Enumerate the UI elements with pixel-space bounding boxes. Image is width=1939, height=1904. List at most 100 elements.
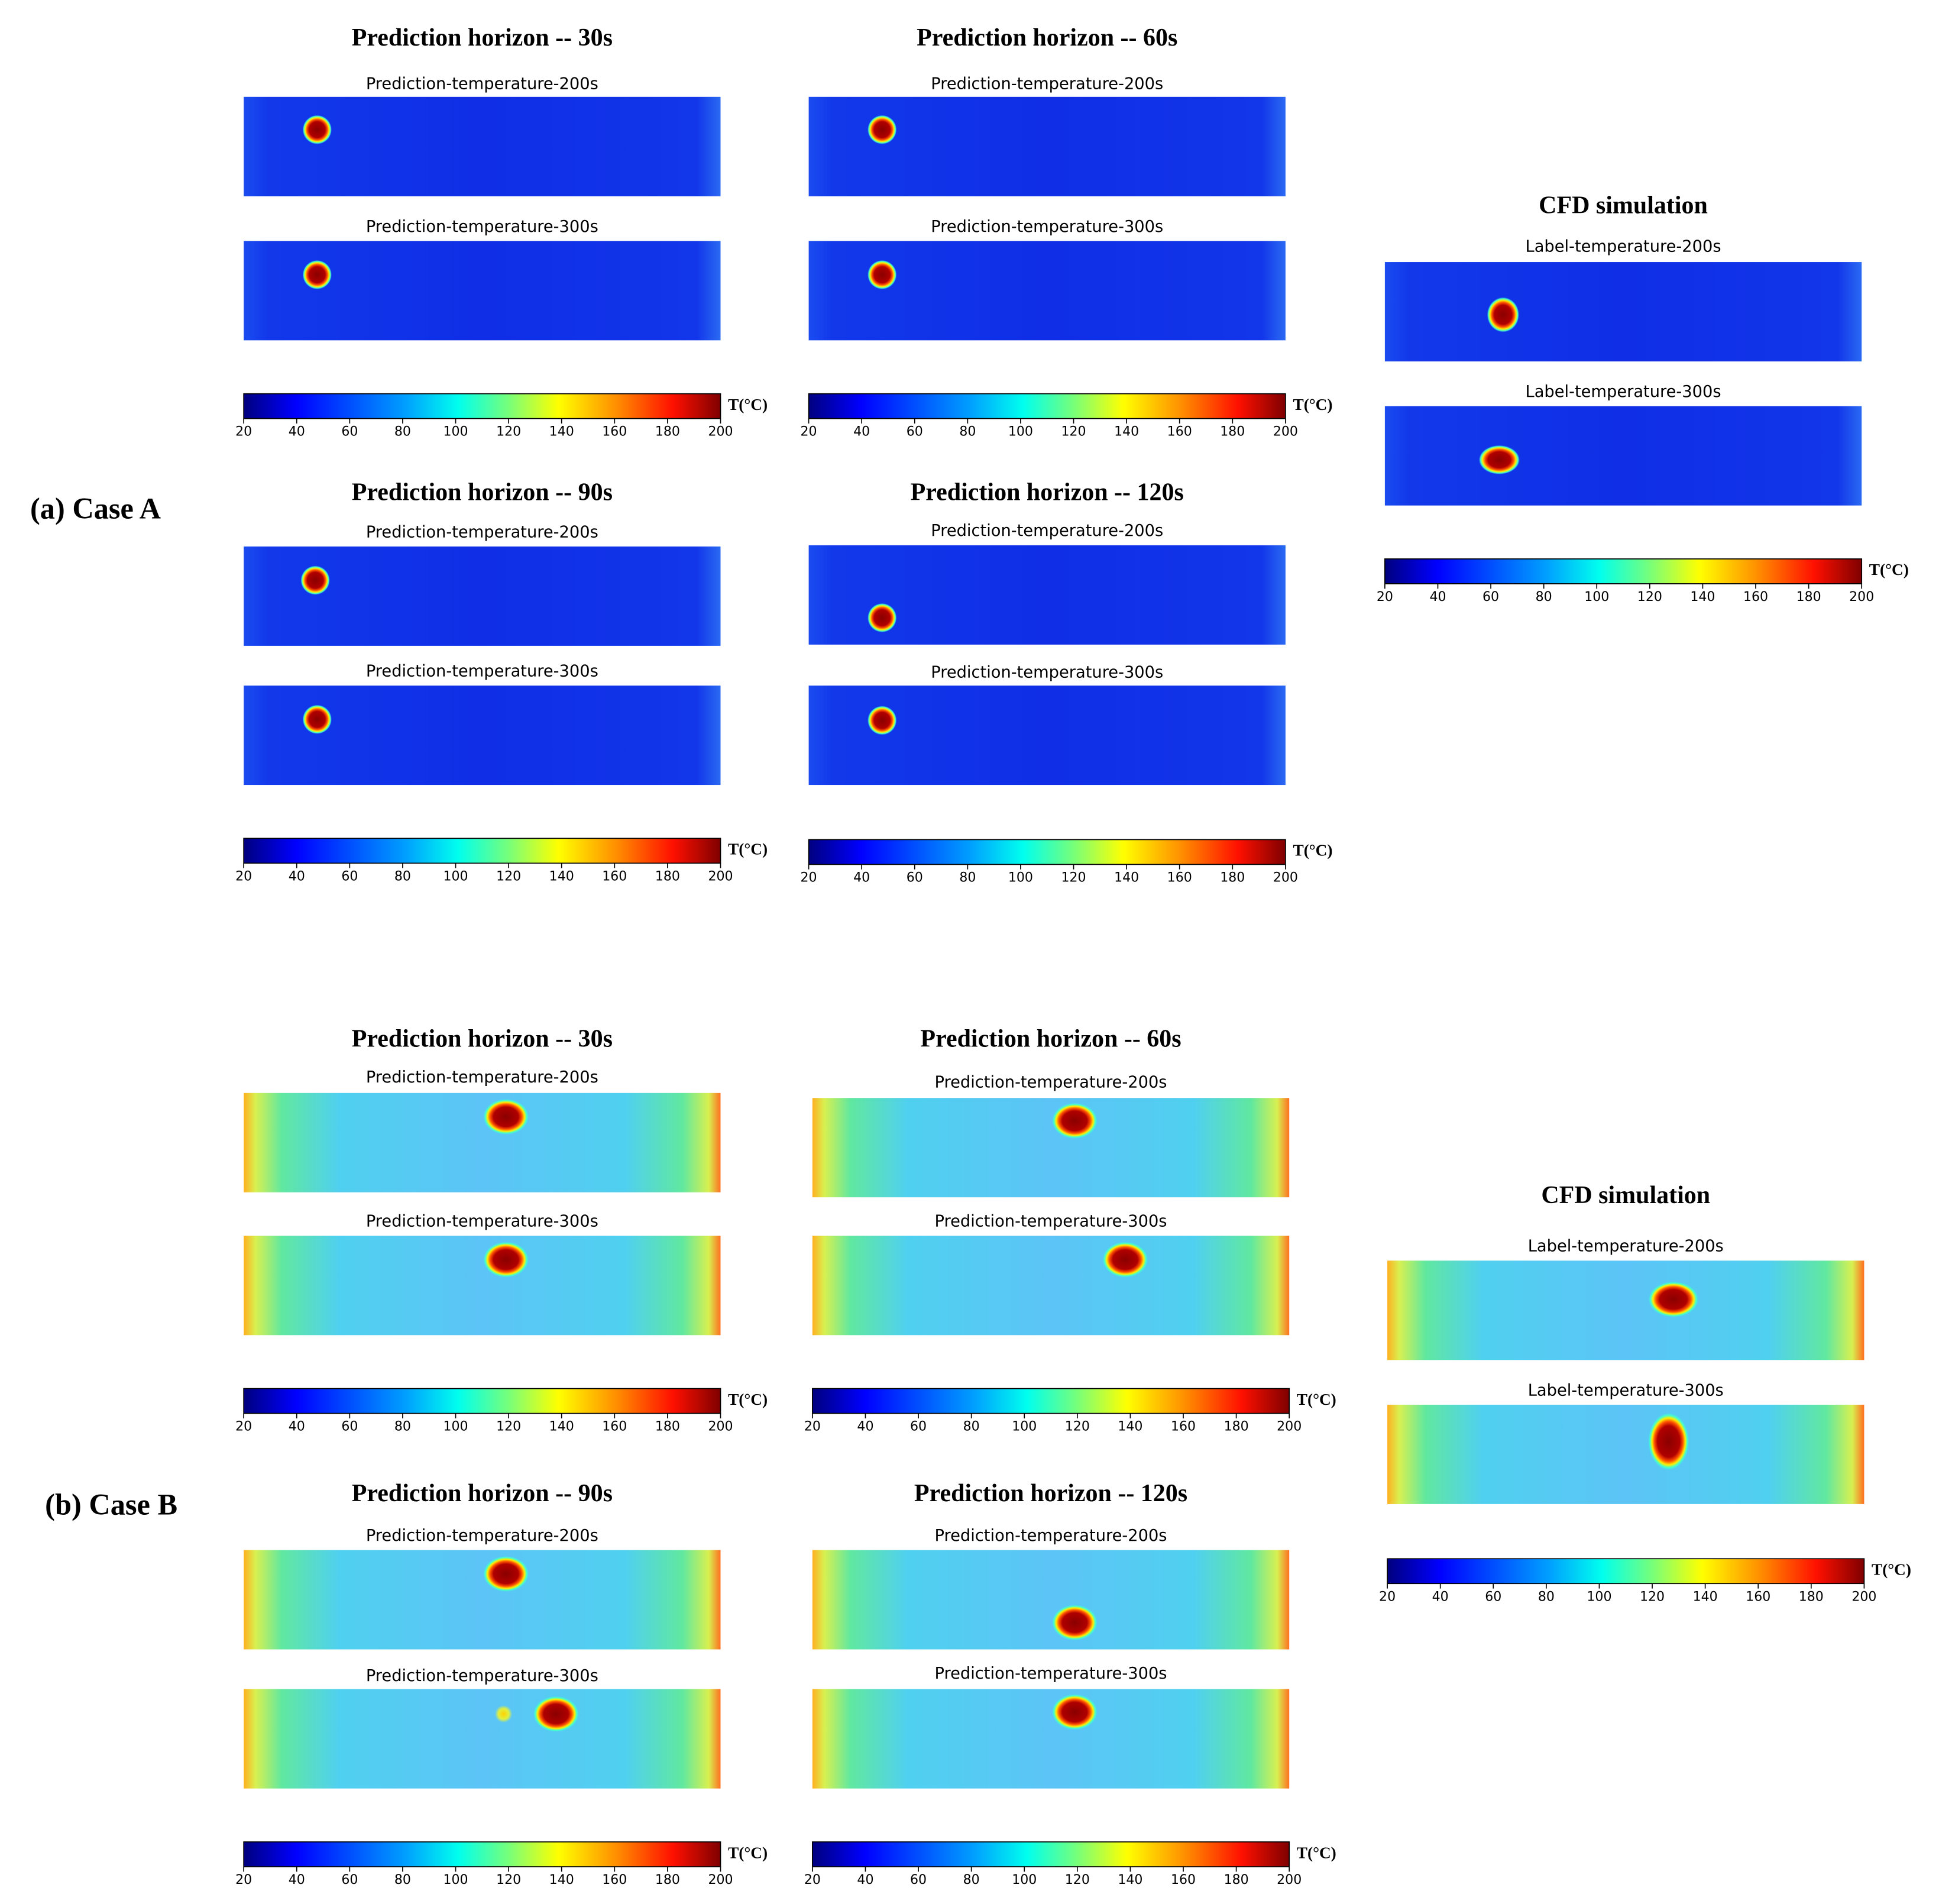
hot-spot xyxy=(533,1696,579,1732)
colorbar-tick-label: 20 xyxy=(1377,590,1393,605)
colorbar-tick-label: 80 xyxy=(963,1873,980,1887)
colorbar-tick-label: 40 xyxy=(853,425,870,439)
case-label: (a) Case A xyxy=(30,492,161,525)
subplot-title: Prediction-temperature-200s xyxy=(931,75,1163,93)
colorbar-tick-label: 100 xyxy=(443,425,468,439)
colorbar-tick-label: 60 xyxy=(910,1420,927,1434)
colorbar-unit: T(°C) xyxy=(728,396,768,413)
panel-title: Prediction horizon -- 30s xyxy=(352,1025,613,1052)
hot-spot xyxy=(483,1556,529,1592)
colorbar-tick-label: 100 xyxy=(1008,425,1033,439)
colorbar xyxy=(1387,1558,1865,1585)
colorbar-tick-label: 40 xyxy=(289,1873,305,1887)
hot-spot xyxy=(1052,1103,1098,1139)
colorbar-tick-label: 60 xyxy=(910,1873,927,1887)
panel-title: Prediction horizon -- 60s xyxy=(917,24,1177,51)
hot-spot xyxy=(867,115,897,144)
colorbar-tick-label: 100 xyxy=(1584,590,1609,605)
hot-spot xyxy=(1487,297,1519,332)
hot-spot xyxy=(1648,1412,1689,1470)
colorbar-tick-label: 140 xyxy=(549,869,574,884)
hot-spot xyxy=(302,115,332,144)
heatmap xyxy=(808,686,1286,785)
colorbar-tick-label: 100 xyxy=(1012,1873,1037,1887)
heatmap xyxy=(812,1689,1290,1789)
hot-spot xyxy=(867,706,897,735)
colorbar-tick-label: 120 xyxy=(1065,1420,1090,1434)
warm-spot xyxy=(494,1705,513,1723)
hot-spot xyxy=(302,260,332,290)
colorbar-tick-label: 20 xyxy=(801,871,817,885)
colorbar-tick-label: 180 xyxy=(1220,871,1245,885)
heatmap xyxy=(244,546,721,646)
panel-title: Prediction horizon -- 120s xyxy=(914,1480,1187,1507)
heatmap xyxy=(244,1689,721,1789)
colorbar-tick-label: 80 xyxy=(394,1873,411,1887)
colorbar-tick-label: 80 xyxy=(1538,1589,1555,1604)
colorbar-tick-label: 160 xyxy=(602,1873,627,1887)
colorbar-tick-label: 120 xyxy=(1637,590,1662,605)
subplot-title: Label-temperature-300s xyxy=(1526,383,1721,401)
colorbar-tick-label: 200 xyxy=(708,869,733,884)
colorbar-tick-label: 60 xyxy=(341,425,358,439)
colorbar xyxy=(812,1841,1290,1867)
colorbar-unit: T(°C) xyxy=(1293,842,1332,859)
colorbar xyxy=(808,839,1286,865)
colorbar-tick-label: 60 xyxy=(1485,1589,1501,1604)
colorbar-tick-label: 200 xyxy=(1277,1420,1302,1434)
hot-spot xyxy=(483,1099,529,1135)
heatmap xyxy=(244,1550,721,1650)
colorbar-tick-label: 200 xyxy=(1851,1589,1876,1604)
colorbar-tick-label: 140 xyxy=(1118,1420,1142,1434)
colorbar-tick-label: 180 xyxy=(1796,590,1821,605)
colorbar-tick-label: 200 xyxy=(1849,590,1874,605)
colorbar-tick-label: 120 xyxy=(1640,1589,1665,1604)
colorbar-tick-label: 40 xyxy=(289,1420,305,1434)
colorbar-tick-label: 100 xyxy=(1587,1589,1611,1604)
colorbar-tick-label: 140 xyxy=(1693,1589,1718,1604)
colorbar-tick-label: 180 xyxy=(655,1873,680,1887)
cfd-title: CFD simulation xyxy=(1541,1182,1710,1209)
colorbar-tick-label: 100 xyxy=(443,869,468,884)
colorbar-tick-label: 120 xyxy=(1065,1873,1090,1887)
subplot-title: Prediction-temperature-200s xyxy=(366,1068,598,1087)
case-label: (b) Case B xyxy=(45,1488,177,1521)
hot-spot xyxy=(867,260,897,290)
heatmap xyxy=(244,241,721,341)
colorbar-tick-label: 100 xyxy=(1008,871,1033,885)
colorbar-tick-label: 60 xyxy=(907,871,923,885)
subplot-title: Prediction-temperature-300s xyxy=(366,1667,598,1685)
panel-title: Prediction horizon -- 60s xyxy=(920,1025,1181,1052)
colorbar-tick-label: 80 xyxy=(394,869,411,884)
colorbar-tick-label: 140 xyxy=(549,1873,574,1887)
colorbar-tick-label: 40 xyxy=(857,1420,873,1434)
colorbar-tick-label: 180 xyxy=(1224,1420,1249,1434)
colorbar-tick-label: 120 xyxy=(496,1873,521,1887)
colorbar-tick-label: 200 xyxy=(1277,1873,1302,1887)
colorbar-tick-label: 160 xyxy=(1743,590,1768,605)
colorbar xyxy=(243,393,721,419)
colorbar-tick-label: 140 xyxy=(1114,425,1139,439)
hot-spot xyxy=(300,565,330,595)
subplot-title: Prediction-temperature-300s xyxy=(366,1213,598,1231)
colorbar-tick-label: 20 xyxy=(801,425,817,439)
colorbar xyxy=(243,838,721,864)
colorbar-tick-label: 160 xyxy=(1167,425,1192,439)
colorbar-tick-label: 20 xyxy=(235,1420,252,1434)
colorbar-tick-label: 200 xyxy=(1273,425,1298,439)
colorbar-tick-label: 120 xyxy=(496,425,521,439)
colorbar-tick-label: 140 xyxy=(1118,1873,1142,1887)
colorbar-tick-label: 120 xyxy=(1061,871,1086,885)
colorbar-tick-label: 160 xyxy=(602,1420,627,1434)
colorbar-tick-label: 140 xyxy=(1114,871,1139,885)
subplot-title: Prediction-temperature-200s xyxy=(935,1074,1167,1092)
panel-title: Prediction horizon -- 120s xyxy=(911,479,1184,506)
colorbar-tick-label: 200 xyxy=(1273,871,1298,885)
colorbar-tick-label: 20 xyxy=(804,1873,821,1887)
heatmap xyxy=(1387,1404,1864,1504)
colorbar-tick-label: 160 xyxy=(1171,1420,1196,1434)
colorbar-tick-label: 100 xyxy=(443,1420,468,1434)
heatmap xyxy=(244,1092,721,1192)
subplot-title: Prediction-temperature-200s xyxy=(366,523,598,541)
